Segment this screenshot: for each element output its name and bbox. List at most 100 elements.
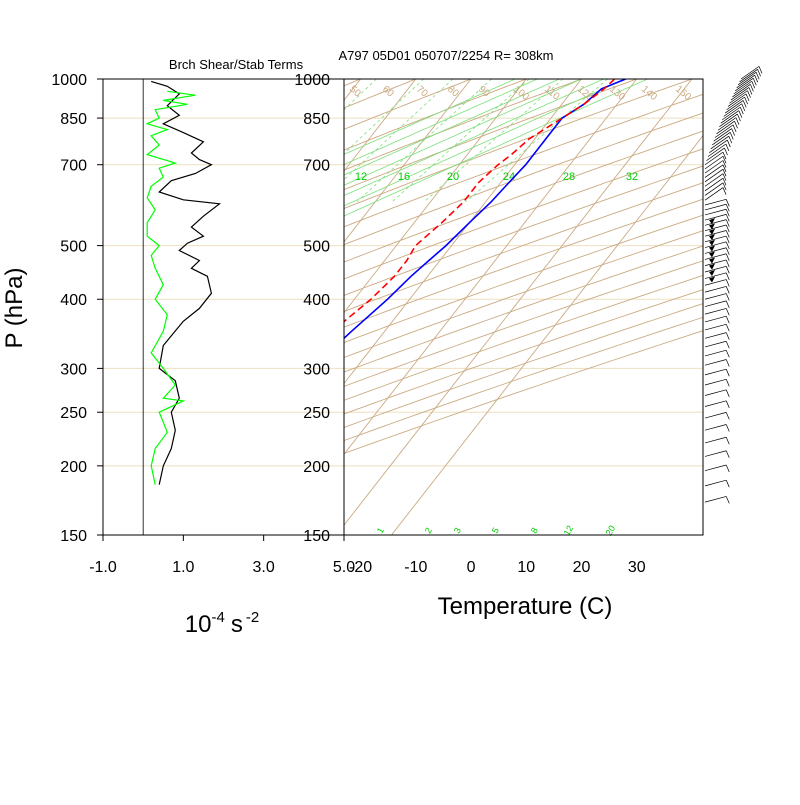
left-y-tick-label: 700 bbox=[60, 158, 87, 175]
wind-barb bbox=[704, 368, 727, 376]
wind-barb bbox=[716, 120, 735, 135]
wind-barb bbox=[704, 293, 727, 300]
wind-barb bbox=[704, 219, 727, 226]
wind-barb bbox=[704, 247, 727, 254]
left-y-axis-label: P (hPa) bbox=[1, 268, 28, 349]
wind-barb bbox=[704, 424, 727, 431]
left-y-tick-label: 250 bbox=[60, 405, 87, 422]
dry-adiabat bbox=[344, 79, 694, 209]
left-x-tick-label: 1.0 bbox=[172, 559, 194, 576]
wind-barb-feather bbox=[725, 480, 730, 488]
mixing-ratio-label: 5 bbox=[490, 526, 501, 535]
wind-barb bbox=[704, 450, 727, 457]
moist-adiabat bbox=[344, 79, 516, 155]
wind-barb-feather bbox=[752, 78, 757, 86]
right-y-tick-label: 400 bbox=[303, 292, 330, 309]
dry-adiabat bbox=[344, 289, 703, 415]
wind-barb bbox=[704, 164, 724, 178]
right-x-axis-label: Temperature (C) bbox=[438, 593, 613, 620]
isotherm bbox=[344, 79, 638, 456]
isotherm bbox=[344, 79, 527, 314]
left-y-tick-labels: 150 200 250 300 400 500 700 850 1000 bbox=[51, 72, 103, 545]
wind-barb bbox=[704, 340, 727, 348]
right-x-tick-labels: -20 -10 0 10 20 30 bbox=[349, 559, 646, 576]
wind-barb-pennant bbox=[709, 257, 715, 264]
dry-adiabat bbox=[344, 316, 703, 442]
wind-barb bbox=[704, 400, 727, 407]
dry-adiabat bbox=[344, 148, 703, 280]
left-y-tick-label: 500 bbox=[60, 239, 87, 256]
wind-barb bbox=[719, 113, 738, 127]
right-x-tick-label: -20 bbox=[349, 559, 372, 576]
wind-barb-feather bbox=[722, 187, 727, 195]
wind-barb-feather bbox=[750, 84, 754, 92]
wind-barb bbox=[726, 96, 745, 111]
dry-adiabat bbox=[344, 165, 703, 296]
wind-barb bbox=[729, 90, 748, 104]
dry-adiabat bbox=[344, 79, 418, 109]
wind-barb-feather bbox=[731, 128, 735, 136]
wind-barb bbox=[704, 155, 724, 170]
wind-barb bbox=[740, 66, 760, 80]
wind-barb-feather bbox=[725, 341, 730, 349]
wind-barb bbox=[720, 110, 740, 124]
mixing-ratio-line bbox=[344, 79, 424, 155]
wind-barb-feather bbox=[725, 241, 730, 249]
wind-barb bbox=[704, 259, 727, 266]
moist-adiabat bbox=[344, 79, 626, 207]
wind-barb-feather bbox=[737, 113, 741, 122]
wind-barb bbox=[704, 308, 727, 315]
wind-barb-pennant bbox=[709, 239, 715, 246]
wind-barb-feather bbox=[725, 450, 730, 458]
wind-barb-feather bbox=[728, 136, 733, 144]
left-y-tick-label: 200 bbox=[60, 459, 87, 476]
wind-barb-feather bbox=[725, 253, 730, 261]
wind-barb-feather bbox=[724, 147, 728, 156]
mixing-ratio-line bbox=[391, 79, 530, 203]
wind-barb-pennant bbox=[709, 245, 715, 252]
wind-barb-feather bbox=[725, 293, 730, 301]
x-label-unit-exp: -2 bbox=[246, 609, 259, 626]
wind-barb-feather bbox=[725, 259, 730, 268]
wind-barbs bbox=[704, 66, 763, 504]
dry-adiabat bbox=[344, 93, 703, 228]
wind-barb-pennant bbox=[709, 218, 715, 225]
wind-barb-feather bbox=[725, 199, 730, 207]
moist-adiabat-label: 28 bbox=[563, 171, 575, 183]
wind-barb bbox=[714, 124, 734, 138]
wind-barb bbox=[704, 173, 724, 187]
left-x-tick-label: 3.0 bbox=[253, 559, 275, 576]
wind-barb bbox=[704, 436, 727, 444]
wind-barb bbox=[704, 349, 727, 357]
left-y-tick-label: 400 bbox=[60, 292, 87, 309]
sounding-profiles bbox=[344, 79, 627, 340]
wind-barb bbox=[704, 230, 727, 237]
dry-adiabat bbox=[344, 303, 703, 428]
wind-barb-feather bbox=[729, 132, 734, 140]
moist-adiabat-label: 32 bbox=[626, 171, 638, 183]
wind-barb-feather bbox=[725, 464, 730, 473]
wind-barb bbox=[724, 100, 744, 114]
dry-adiabat bbox=[344, 130, 703, 263]
wind-barb bbox=[704, 479, 727, 487]
mixing-ratio-label: 20 bbox=[604, 524, 618, 538]
moist-adiabat-label: 12 bbox=[355, 171, 367, 183]
wind-barb-feather bbox=[758, 66, 763, 74]
wind-barb-feather bbox=[725, 286, 730, 294]
mixing-ratio-line bbox=[465, 79, 608, 203]
right-x-tick-label: 30 bbox=[628, 559, 646, 576]
mixing-ratio-label: 8 bbox=[529, 526, 540, 535]
right-y-tick-label: 200 bbox=[303, 459, 330, 476]
wind-barb-feather bbox=[725, 400, 730, 408]
wind-barb-feather bbox=[722, 173, 727, 181]
dry-adiabat bbox=[344, 330, 703, 454]
wind-barb-feather bbox=[722, 169, 727, 177]
wind-barb-feather bbox=[725, 389, 730, 397]
wind-barb-pennant bbox=[709, 228, 715, 235]
wind-barb bbox=[713, 128, 732, 142]
wind-barb-feather bbox=[725, 424, 730, 432]
wind-barb-feather bbox=[725, 308, 730, 316]
left-y-tick-label: 150 bbox=[60, 528, 87, 545]
left-panel-title: Brch Shear/Stab Terms bbox=[169, 57, 304, 72]
left-y-tick-label: 300 bbox=[60, 361, 87, 378]
